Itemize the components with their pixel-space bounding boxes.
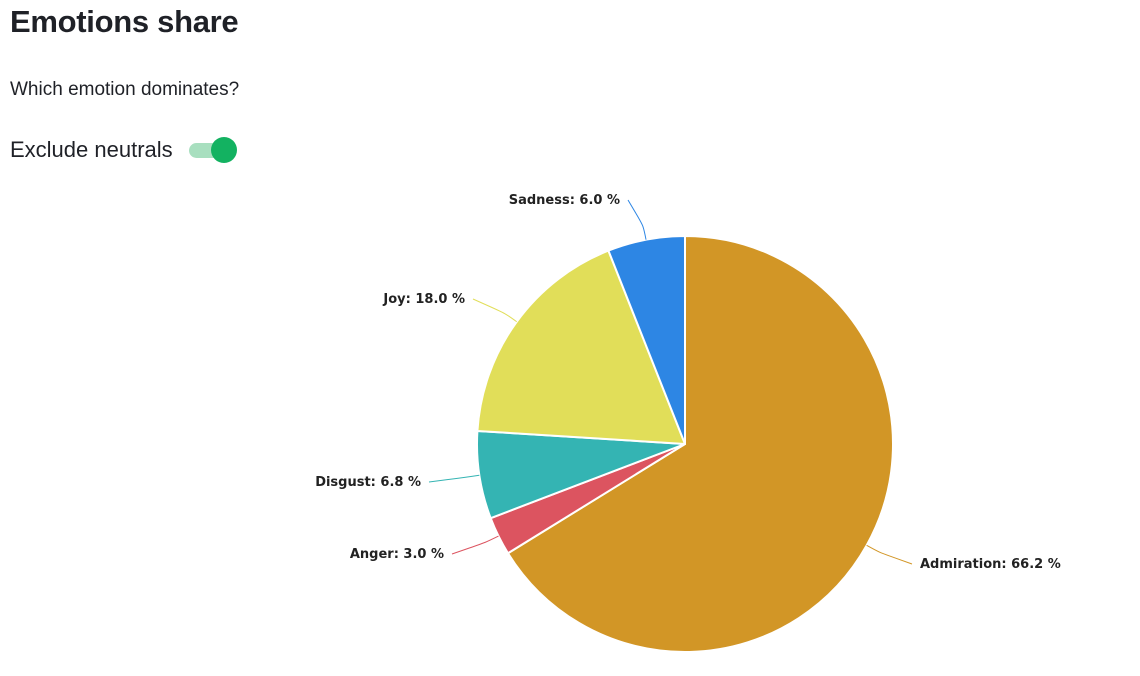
data-label-sadness: Sadness: 6.0 % (509, 193, 620, 208)
toggle-knob (210, 137, 237, 163)
pie-slice-sadness[interactable] (607, 235, 686, 445)
page-subtitle: Which emotion dominates? (10, 79, 240, 100)
connector-disgust (428, 474, 480, 483)
pie-labels: Admiration: 66.2 % Anger: 3.0 % Disgust: 6… (315, 193, 1061, 572)
exclude-neutrals-toggle[interactable] (188, 137, 237, 163)
page-title: Emotions share (10, 4, 239, 39)
exclude-neutrals-control: Exclude neutrals (10, 134, 237, 166)
connector-anger (451, 535, 499, 555)
data-label-anger: Anger: 3.0 % (350, 547, 444, 562)
connector-admiration (866, 544, 913, 565)
data-label-joy: Joy: 18.0 % (382, 292, 465, 307)
exclude-neutrals-label: Exclude neutrals (10, 137, 173, 162)
data-label-admiration: Admiration: 66.2 % (920, 557, 1061, 572)
data-label-disgust: Disgust: 6.8 % (315, 475, 421, 490)
pie-slices (476, 235, 894, 653)
connector-sadness (627, 199, 647, 240)
pie-connectors (428, 199, 913, 565)
connector-joy (472, 298, 518, 323)
